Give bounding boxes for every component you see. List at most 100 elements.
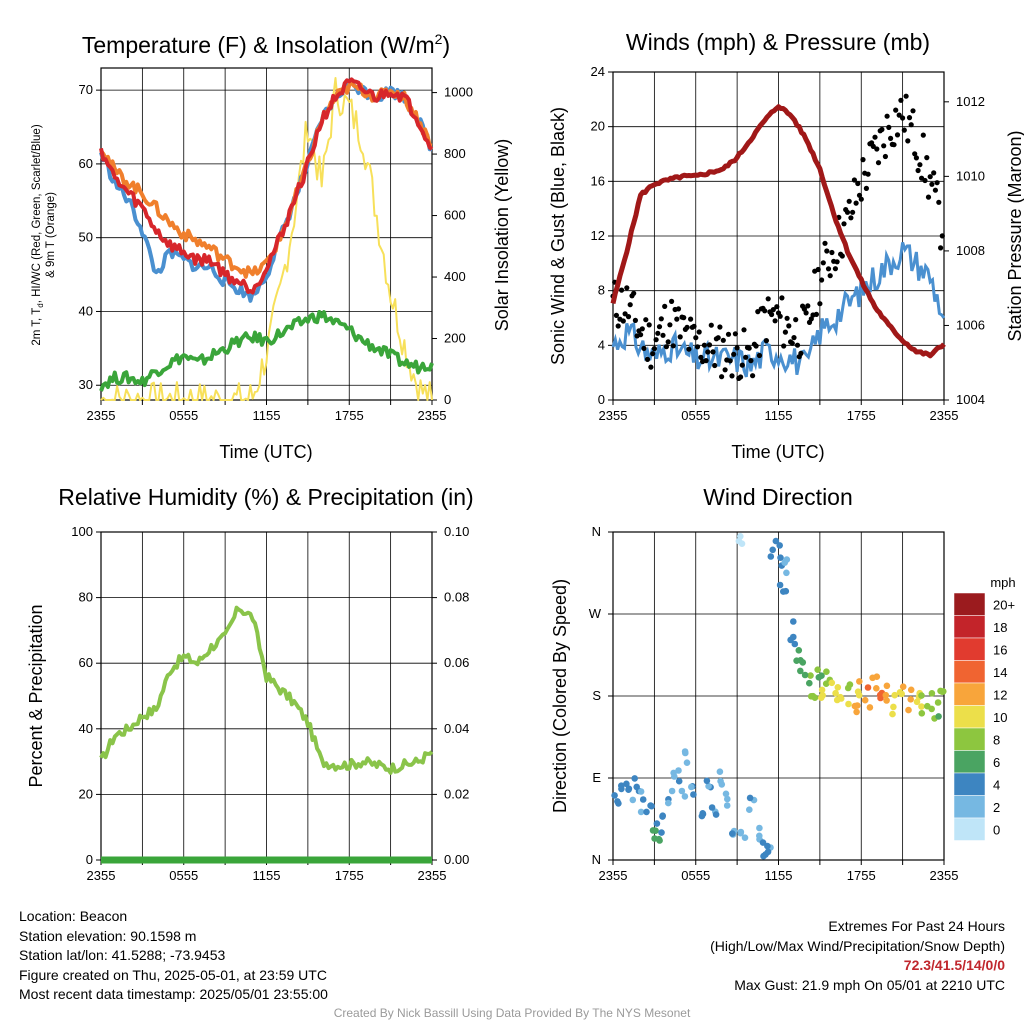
direction-point xyxy=(896,689,904,696)
gust-point xyxy=(624,285,630,291)
temperature-ylabel: 2m T, Td, HI/WC (Red, Green, Scarlet/Blu… xyxy=(31,124,45,345)
x-tick-label: 2355 xyxy=(930,868,959,883)
gust-point xyxy=(703,358,709,364)
plots-layer: 2355 0555 1155 1755 235530405060700200400600… xyxy=(71,64,1015,883)
x-tick-label: 1755 xyxy=(847,868,876,883)
gust-point xyxy=(667,322,673,328)
direction-point xyxy=(806,679,813,687)
gust-point xyxy=(856,192,863,198)
x-tick-label: 0555 xyxy=(681,868,710,883)
direction-point xyxy=(776,542,783,549)
direction-point xyxy=(845,700,852,708)
gust-point xyxy=(793,317,799,323)
direction-point xyxy=(854,688,862,695)
gust-point xyxy=(898,97,904,103)
gust-point xyxy=(772,318,778,324)
gust-point xyxy=(929,181,935,187)
colorbar-label: 12 xyxy=(993,687,1007,702)
direction-point xyxy=(935,713,942,720)
x-tick-label: 2355 xyxy=(418,408,447,423)
precip-y-tick-label: 0.08 xyxy=(444,590,469,605)
gust-point xyxy=(658,316,664,322)
gust-point xyxy=(893,107,899,113)
gust-point xyxy=(675,306,682,312)
direction-point xyxy=(851,702,859,710)
gust-point xyxy=(706,342,713,348)
wind-y-tick-label: 24 xyxy=(591,64,605,79)
precip-y-tick-label: 0.02 xyxy=(444,786,469,801)
colorbar-label: 10 xyxy=(993,710,1007,725)
gust-point xyxy=(789,340,795,346)
gust-point xyxy=(646,322,652,328)
x-tick-label: 0555 xyxy=(169,408,198,423)
direction-y-tick-label: N xyxy=(592,852,601,867)
temperature-ylabel-right: Solar Insolation (Yellow) xyxy=(492,139,512,331)
direction-point xyxy=(791,640,799,648)
gust-point xyxy=(791,335,797,341)
gust-point xyxy=(834,259,840,265)
gust-point xyxy=(632,317,639,323)
direction-point xyxy=(756,824,763,832)
station-info: Location: Beacon Station elevation: 90.1… xyxy=(19,907,328,1005)
winds-xlabel: Time (UTC) xyxy=(731,442,824,462)
gust-point xyxy=(696,329,702,335)
direction-point xyxy=(716,768,724,775)
gust-point xyxy=(924,155,930,161)
direction-point xyxy=(675,767,682,774)
direction-point xyxy=(741,834,749,841)
pressure-y-tick-label: 1006 xyxy=(956,317,985,332)
gust-point xyxy=(677,334,683,340)
direction-point xyxy=(690,791,697,798)
gust-point xyxy=(769,311,775,318)
direction-point xyxy=(918,692,925,699)
gust-point xyxy=(846,198,852,204)
direction-panel-title: Wind Direction xyxy=(703,484,853,510)
gust-point xyxy=(848,215,854,221)
x-tick-label: 0555 xyxy=(681,408,710,423)
direction-point xyxy=(737,829,744,837)
gust-point xyxy=(906,115,913,121)
gust-point xyxy=(738,374,744,380)
direction-point xyxy=(717,777,724,785)
gust-point xyxy=(639,326,645,332)
direction-point xyxy=(723,802,731,809)
insolation-y-tick-label: 1000 xyxy=(444,85,473,100)
series-td xyxy=(99,310,434,392)
direction-point xyxy=(764,842,771,850)
gust-point xyxy=(665,339,671,345)
direction-y-tick-label: E xyxy=(592,770,601,785)
direction-point xyxy=(703,777,711,785)
gust-point xyxy=(863,185,870,191)
direction-point xyxy=(818,694,825,701)
direction-point xyxy=(837,695,845,702)
gust-point xyxy=(631,290,637,296)
precip-y-tick-label: 0.06 xyxy=(444,655,469,670)
direction-point xyxy=(818,672,825,679)
precip-y-tick-label: 0.10 xyxy=(444,524,469,539)
gust-point xyxy=(860,157,866,163)
colorbar-label: 4 xyxy=(993,777,1000,792)
gust-point xyxy=(908,122,914,128)
direction-point xyxy=(681,793,689,800)
humidity-ylabel: Percent & Precipitation xyxy=(26,604,46,787)
gust-point xyxy=(922,177,928,184)
gust-point xyxy=(782,329,789,335)
gust-point xyxy=(850,209,856,215)
direction-point xyxy=(653,820,661,827)
gust-point xyxy=(762,308,768,314)
elevation-text: Station elevation: 90.1598 m xyxy=(19,927,197,944)
gust-point xyxy=(722,367,728,373)
extremes-title: Extremes For Past 24 Hours xyxy=(828,918,1005,934)
direction-point xyxy=(801,671,809,679)
max-gust-text: Max Gust: 21.9 mph On 05/01 at 2210 UTC xyxy=(734,976,1005,993)
gust-point xyxy=(844,209,851,215)
direction-point xyxy=(924,702,931,710)
direction-point xyxy=(883,697,890,704)
gust-point xyxy=(905,138,911,144)
x-tick-label: 2355 xyxy=(87,408,116,423)
direction-point xyxy=(683,759,691,766)
gust-point xyxy=(625,314,632,320)
direction-point xyxy=(834,684,842,691)
gust-point xyxy=(691,323,697,329)
